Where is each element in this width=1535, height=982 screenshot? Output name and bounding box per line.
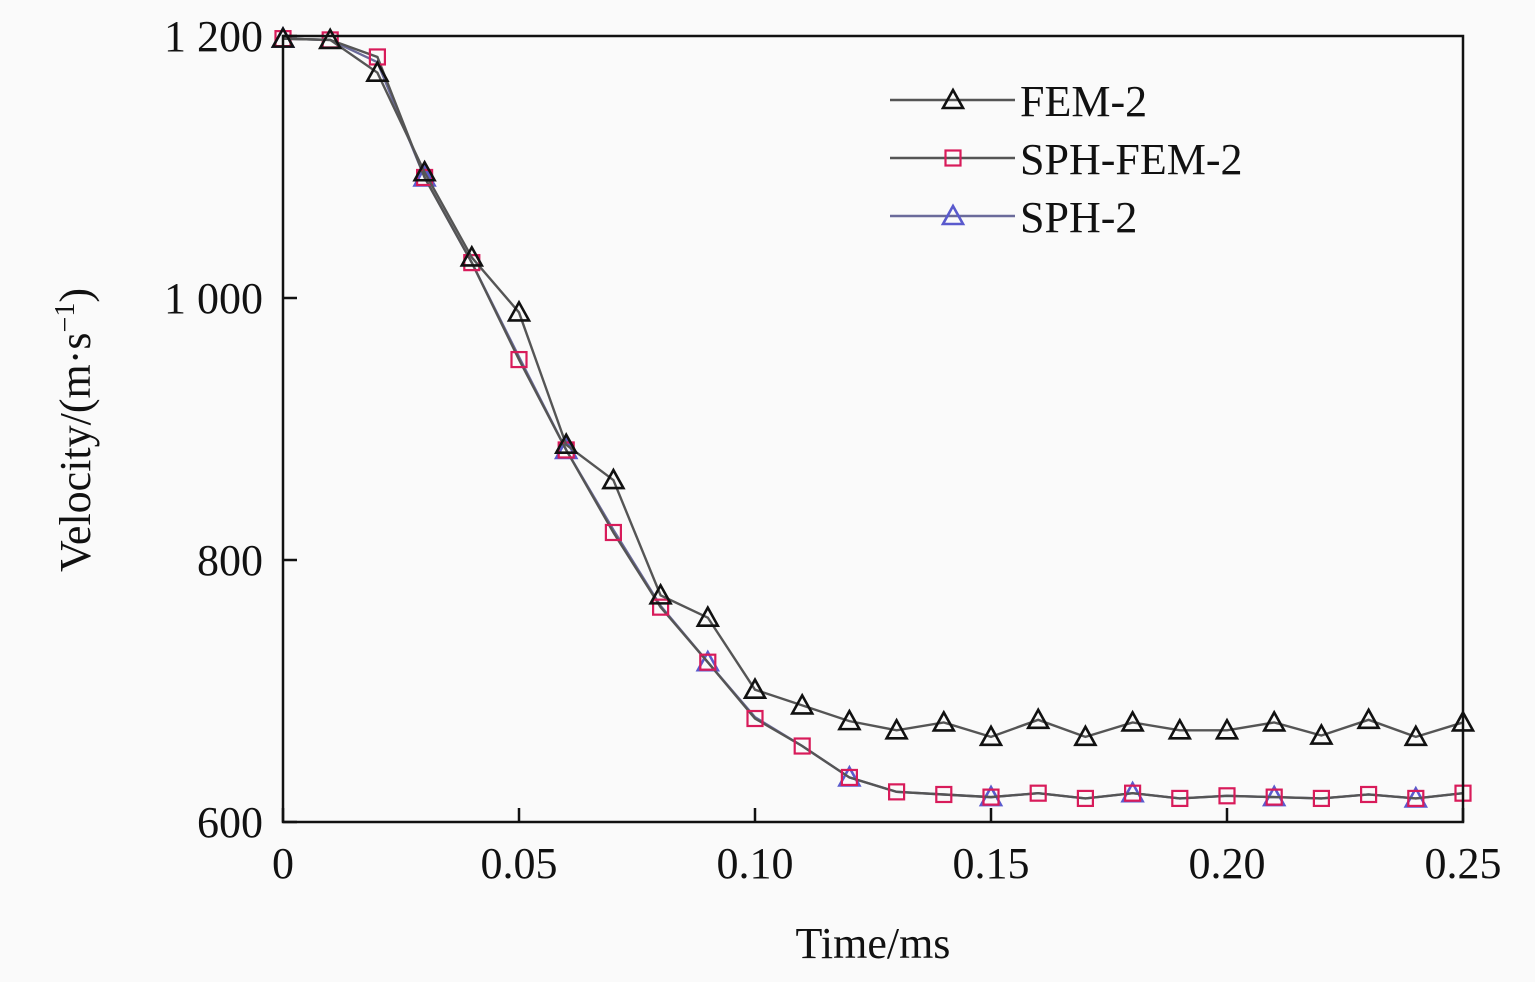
data-point: [510, 350, 528, 369]
data-point: [1073, 724, 1098, 747]
series-sph-2: [270, 25, 1464, 808]
data-point: [887, 783, 906, 801]
data-point: [1025, 707, 1051, 730]
data-point: [978, 724, 1004, 747]
data-point: [789, 692, 815, 715]
y-tick-label: 600: [197, 798, 263, 847]
series-line: [282, 37, 1464, 800]
data-point: [1265, 788, 1283, 806]
series-line: [282, 37, 1464, 800]
x-tick-label: 0.15: [953, 839, 1030, 888]
data-point: [601, 467, 626, 490]
series-fem-2: [270, 25, 1476, 747]
data-point: [1356, 707, 1381, 730]
data-point: [1214, 717, 1240, 740]
legend-label: SPH-2: [1020, 193, 1137, 242]
x-tick-label: 0.20: [1189, 839, 1266, 888]
data-point: [746, 709, 764, 728]
data-point: [1261, 709, 1287, 732]
data-point: [365, 60, 390, 82]
legend-label: SPH-FEM-2: [1020, 135, 1243, 184]
legend-marker: [940, 203, 966, 226]
data-point: [506, 299, 532, 322]
y-axis-label: Velocity/(m·s−1): [50, 288, 100, 572]
legend: FEM-2 SPH-FEM-2 SPH-2: [890, 77, 1243, 242]
data-point: [1123, 784, 1142, 802]
legend-item: SPH-FEM-2: [890, 135, 1243, 184]
series-layer: [270, 25, 1476, 808]
series-sph-fem-2: [274, 30, 1472, 808]
data-point: [648, 582, 673, 605]
data-point: [840, 768, 859, 787]
data-point: [1167, 717, 1193, 740]
data-point: [742, 677, 768, 699]
x-tick-label: 0.05: [481, 839, 558, 888]
data-point: [1403, 724, 1429, 747]
legend-marker: [940, 87, 966, 110]
legend-label: FEM-2: [1020, 77, 1147, 126]
data-point: [459, 244, 485, 267]
data-point: [412, 159, 437, 182]
x-tick-label: 0.25: [1425, 839, 1502, 888]
series-line: [282, 37, 1464, 739]
legend-item: FEM-2: [890, 77, 1147, 126]
data-point: [1171, 789, 1189, 808]
data-point: [982, 788, 1000, 806]
data-point: [651, 598, 670, 616]
data-point: [1218, 787, 1236, 805]
y-tick-label: 1 200: [164, 12, 263, 61]
data-point: [1309, 722, 1334, 745]
data-point: [793, 737, 811, 755]
legend-item: SPH-2: [890, 193, 1137, 242]
data-point: [553, 432, 579, 455]
data-point: [699, 653, 717, 671]
data-point: [1359, 785, 1378, 804]
x-tick-label: 0.10: [717, 839, 794, 888]
data-point: [1120, 709, 1145, 732]
legend-marker: [944, 149, 962, 167]
data-point: [935, 785, 953, 804]
data-point: [604, 523, 623, 542]
y-tick-label: 1 000: [164, 274, 263, 323]
data-point: [1312, 789, 1331, 808]
x-tick-label: 0: [272, 839, 294, 888]
x-axis-label: Time/ms: [796, 919, 951, 968]
data-point: [1029, 784, 1047, 802]
data-point: [1076, 789, 1095, 808]
plot-frame: [281, 34, 1465, 824]
data-point: [884, 717, 909, 740]
data-point: [837, 708, 862, 731]
y-tick-label: 800: [197, 536, 263, 585]
axis-ticks: 0 0.05 0.10 0.15 0.20 0.25 600 800 1 000 1 200: [164, 12, 1502, 888]
data-point: [695, 604, 721, 627]
data-point: [317, 27, 343, 50]
data-point: [1407, 789, 1425, 808]
data-point: [931, 709, 957, 732]
